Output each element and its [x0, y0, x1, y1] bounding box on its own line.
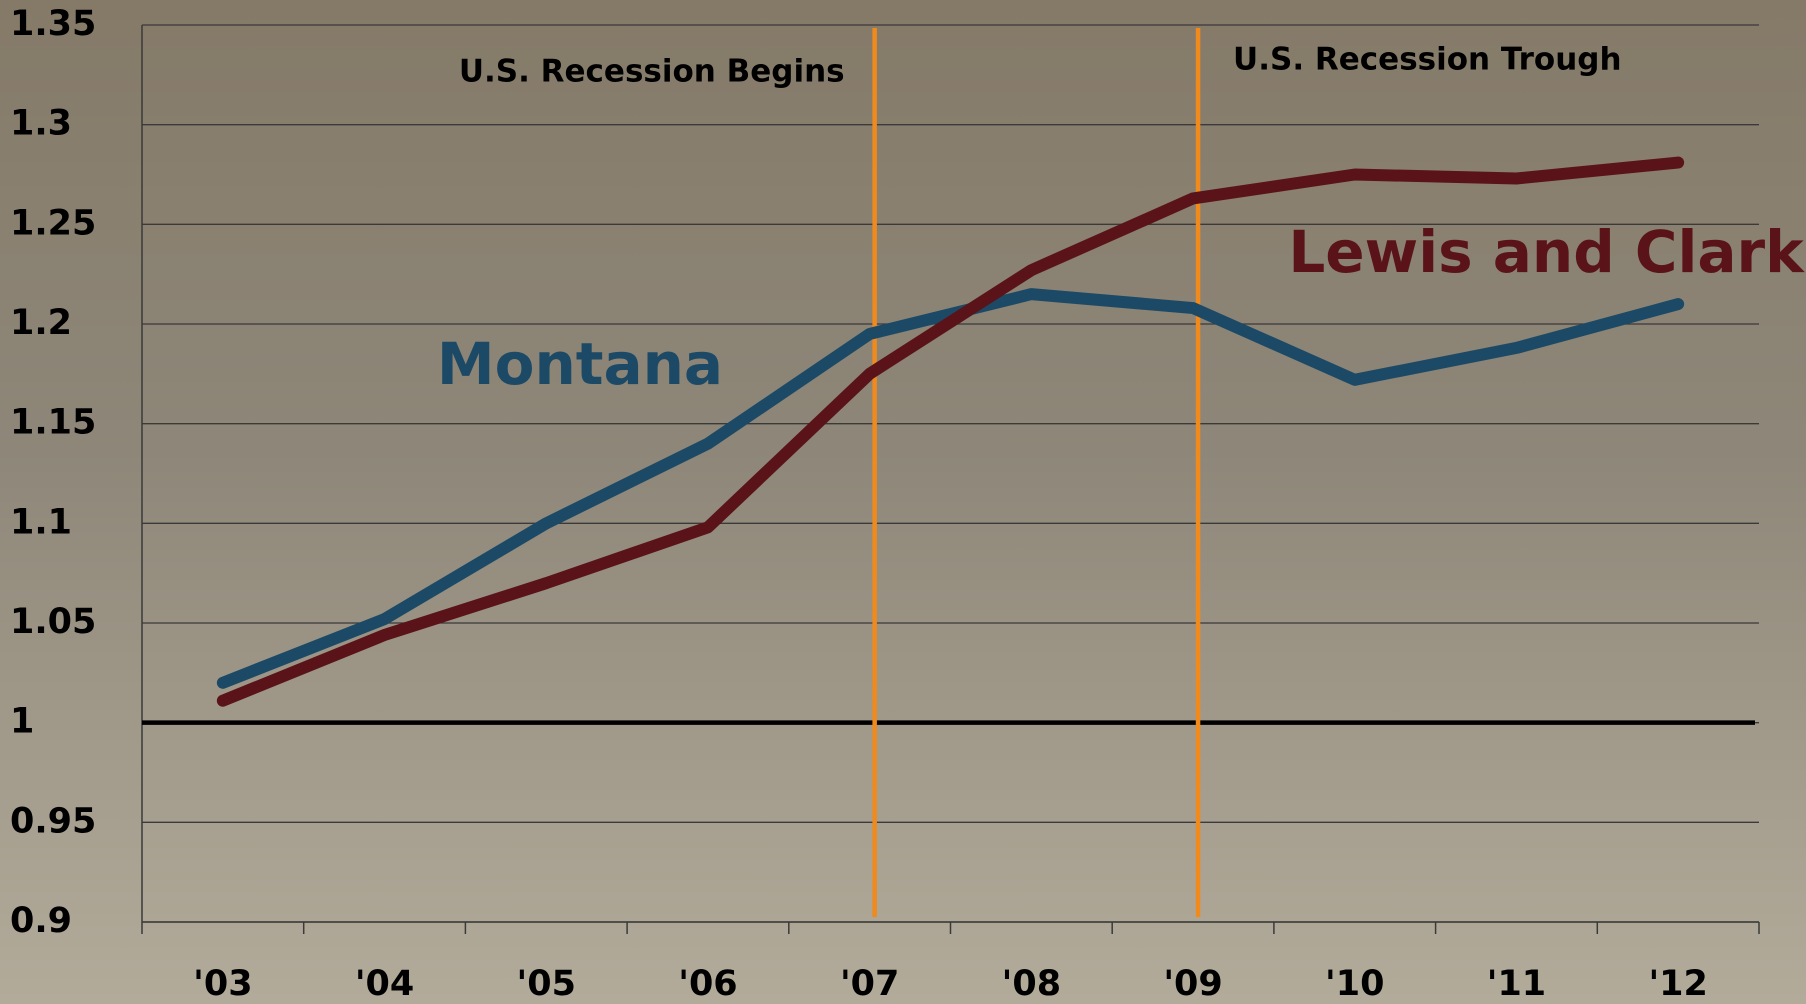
- series-label: Montana: [437, 330, 723, 398]
- y-tick-label: 1: [10, 702, 34, 742]
- annotation-text: U.S. Recession Begins: [459, 54, 845, 90]
- x-tick-label: '04: [355, 964, 414, 1004]
- x-tick-label: '07: [840, 964, 899, 1004]
- y-tick-label: 1.1: [10, 502, 72, 542]
- y-tick-label: 1.35: [10, 4, 96, 44]
- background: [0, 0, 1806, 1004]
- y-tick-label: 0.95: [10, 801, 96, 841]
- y-tick-label: 1.05: [10, 602, 96, 642]
- chart: 0.9 0.95 1 1.05 1.1 1.15 1.2 1.25 1.3 1.35 '03 '04 '…: [0, 0, 1806, 1004]
- x-tick-label: '12: [1648, 964, 1707, 1004]
- y-tick-label: 0.9: [10, 901, 72, 941]
- y-tick-label: 1.25: [10, 203, 96, 243]
- y-tick-label: 1.3: [10, 104, 72, 144]
- x-tick-label: '08: [1002, 964, 1061, 1004]
- x-tick-label: '10: [1325, 964, 1384, 1004]
- x-tick-label: '05: [517, 964, 576, 1004]
- x-tick-label: '11: [1487, 964, 1546, 1004]
- annotation-text: U.S. Recession Trough: [1233, 42, 1621, 78]
- x-tick-label: '03: [193, 964, 252, 1004]
- y-tick-label: 1.2: [10, 303, 72, 343]
- series-label: Lewis and Clark: [1288, 218, 1805, 286]
- page: {"chart_data": { "type": "line", "catego…: [0, 0, 1806, 1004]
- y-tick-label: 1.15: [10, 403, 96, 443]
- x-tick-label: '09: [1163, 964, 1222, 1004]
- x-tick-label: '06: [678, 964, 737, 1004]
